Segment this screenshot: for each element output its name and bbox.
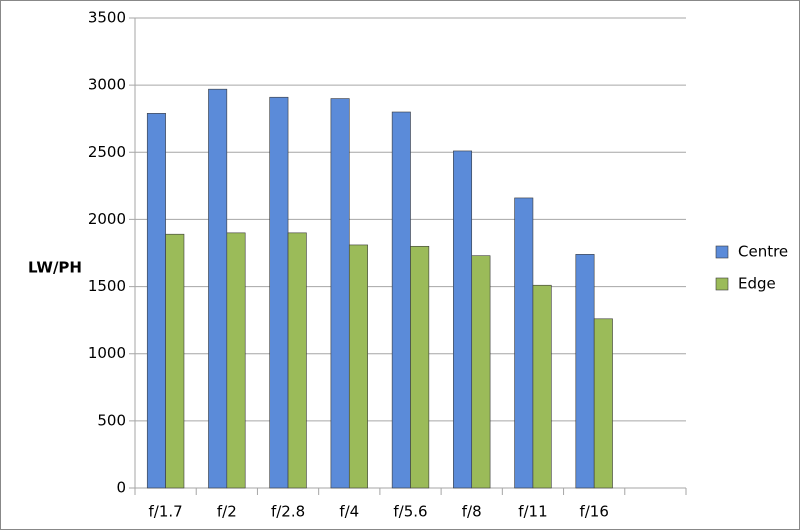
bar (208, 88, 228, 489)
bar (391, 111, 411, 489)
y-tick-label: 500 (97, 411, 126, 429)
y-tick-label: 3500 (88, 9, 126, 27)
bar (146, 113, 166, 489)
bar (269, 96, 289, 489)
y-axis-title: LW/PH (28, 259, 82, 277)
y-tick-label: 2500 (88, 143, 126, 161)
bar (593, 318, 613, 489)
x-tick-label: f/1.7 (149, 503, 183, 521)
bar (348, 244, 368, 489)
bar (514, 197, 534, 489)
bar (410, 245, 430, 489)
y-tick-label: 2000 (88, 210, 126, 228)
bar (575, 254, 595, 489)
bar (165, 233, 185, 489)
legend-swatch (715, 245, 729, 259)
legend-label: Centre (738, 243, 788, 261)
x-tick-label: f/2 (217, 503, 237, 521)
bar (453, 150, 473, 489)
x-tick-label: f/2.8 (271, 503, 305, 521)
bar (330, 98, 350, 489)
bar (287, 232, 307, 489)
y-tick-label: 0 (116, 479, 126, 497)
y-tick-label: 3000 (88, 76, 126, 94)
bar (532, 284, 552, 489)
legend-swatch (715, 277, 729, 291)
x-tick-label: f/11 (518, 503, 547, 521)
bar (226, 232, 246, 489)
legend-label: Edge (738, 275, 776, 293)
bar (471, 255, 491, 489)
x-tick-label: f/16 (579, 503, 608, 521)
y-tick-label: 1000 (88, 344, 126, 362)
x-tick-label: f/5.6 (393, 503, 427, 521)
x-tick-label: f/8 (462, 503, 482, 521)
y-tick-label: 1500 (88, 277, 126, 295)
x-tick-label: f/4 (339, 503, 359, 521)
